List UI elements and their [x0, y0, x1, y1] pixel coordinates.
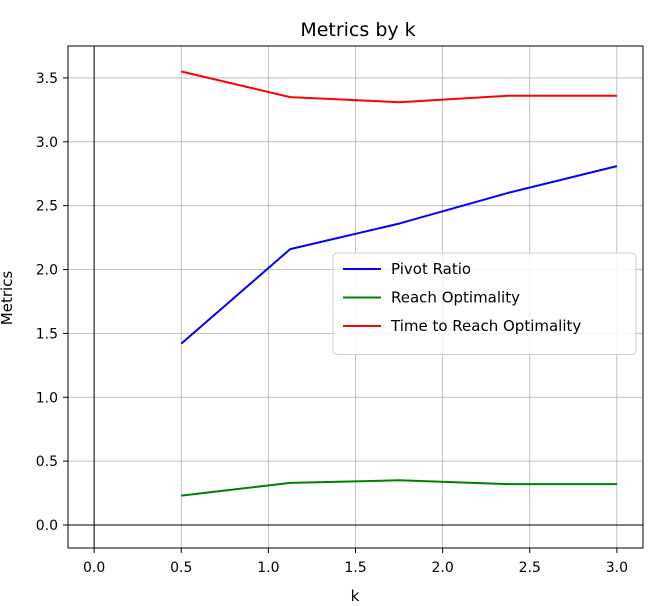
legend-label-1: Reach Optimality [391, 289, 520, 307]
series-line-1 [181, 479, 617, 497]
x-tick-label-5: 2.5 [519, 560, 541, 576]
y-tick-label-1: 0.5 [36, 454, 58, 470]
y-tick-label-4: 2.0 [36, 263, 58, 279]
y-tick-label-6: 3.0 [36, 135, 58, 151]
x-axis-ticks: 0.0 0.5 1.0 1.5 2.0 2.5 3.0 [83, 548, 628, 576]
x-axis-label: k [351, 587, 360, 605]
series-lines [180, 70, 618, 497]
zero-lines [68, 46, 643, 548]
y-axis-ticks: 0.0 0.5 1.0 1.5 2.0 2.5 3.0 3.5 [36, 71, 68, 534]
series-line-2 [181, 70, 617, 104]
x-tick-label-0: 0.0 [83, 560, 105, 576]
legend: Pivot Ratio Reach Optimality Time to Reach… [332, 252, 637, 355]
chart-title: Metrics by k [300, 19, 415, 41]
x-tick-label-1: 0.5 [170, 560, 192, 576]
x-tick-label-4: 2.0 [431, 560, 453, 576]
legend-label-0: Pivot Ratio [391, 260, 471, 278]
y-tick-label-0: 0.0 [36, 518, 58, 534]
y-tick-label-3: 1.5 [36, 326, 58, 342]
x-tick-label-3: 1.5 [344, 560, 366, 576]
x-tick-label-6: 3.0 [606, 560, 628, 576]
legend-box [332, 252, 637, 355]
series-line-0 [180, 165, 618, 345]
y-tick-label-5: 2.5 [36, 199, 58, 215]
y-tick-label-7: 3.5 [36, 71, 58, 87]
y-tick-label-2: 1.0 [36, 390, 58, 406]
x-tick-label-2: 1.0 [257, 560, 279, 576]
legend-label-2: Time to Reach Optimality [390, 317, 581, 335]
y-axis-label: Metrics [0, 271, 16, 326]
